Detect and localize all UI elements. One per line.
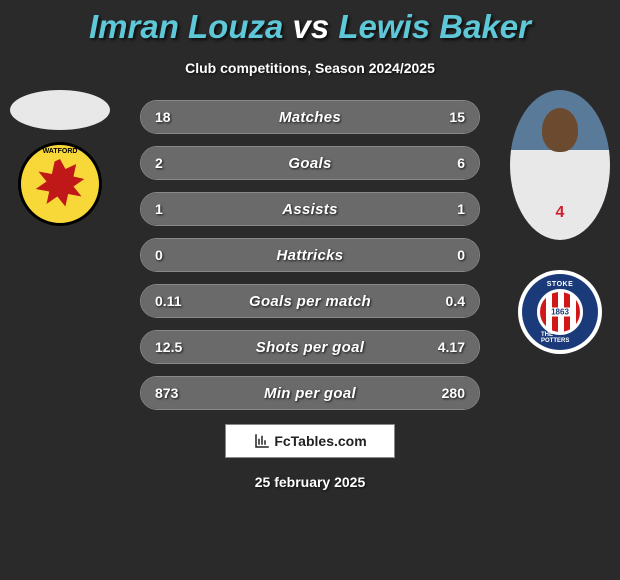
badge-right-top: STOKE	[547, 281, 574, 288]
fill-right	[395, 331, 480, 363]
badge-right-year: 1863	[549, 308, 571, 317]
club-badge-stoke: 1863 STOKE THE POTTERS	[518, 270, 602, 354]
stat-value-right: 280	[442, 385, 465, 401]
stat-row: 873 Min per goal 280	[140, 376, 480, 410]
stat-label: Min per goal	[264, 385, 356, 402]
footer-brand: FcTables.com	[225, 424, 395, 458]
stat-label: Matches	[279, 109, 341, 126]
player1-name: Imran Louza	[89, 8, 283, 45]
stat-value-left: 18	[155, 109, 171, 125]
stat-row: 12.5 Shots per goal 4.17	[140, 330, 480, 364]
stat-label: Shots per goal	[256, 339, 364, 356]
club-badge-watford: WATFORD	[18, 142, 102, 226]
stat-value-left: 12.5	[155, 339, 182, 355]
stat-value-left: 2	[155, 155, 163, 171]
chart-icon	[253, 432, 271, 450]
fill-right	[226, 147, 480, 179]
comparison-title: Imran Louza vs Lewis Baker	[0, 0, 620, 46]
stat-value-left: 873	[155, 385, 178, 401]
stat-value-right: 15	[449, 109, 465, 125]
footer-brand-text: FcTables.com	[274, 433, 366, 449]
badge-left-label: WATFORD	[43, 148, 78, 155]
stat-rows: 18 Matches 15 2 Goals 6 1 Assists 1 0 Hattricks 0 0.…	[140, 100, 480, 410]
stat-row: 0.11 Goals per match 0.4	[140, 284, 480, 318]
stat-label: Goals	[288, 155, 331, 172]
stat-value-right: 4.17	[438, 339, 465, 355]
player1-portrait	[10, 90, 110, 130]
stat-value-right: 0	[457, 247, 465, 263]
stat-value-left: 0	[155, 247, 163, 263]
stat-row: 2 Goals 6	[140, 146, 480, 180]
stat-value-right: 1	[457, 201, 465, 217]
subtitle: Club competitions, Season 2024/2025	[0, 60, 620, 76]
stat-row: 1 Assists 1	[140, 192, 480, 226]
stat-row: 0 Hattricks 0	[140, 238, 480, 272]
date-text: 25 february 2025	[0, 474, 620, 490]
fill-left	[141, 147, 226, 179]
stat-value-right: 0.4	[446, 293, 465, 309]
vs-text: vs	[283, 8, 338, 45]
player2-name: Lewis Baker	[338, 8, 531, 45]
badge-right-inner: 1863 STOKE THE POTTERS	[522, 274, 598, 350]
badge-right-bottom: THE POTTERS	[541, 332, 579, 344]
stat-value-right: 6	[457, 155, 465, 171]
stat-label: Hattricks	[277, 247, 344, 264]
stat-label: Assists	[282, 201, 337, 218]
stat-value-left: 1	[155, 201, 163, 217]
stat-value-left: 0.11	[155, 293, 181, 309]
content-area: WATFORD 1863 STOKE THE POTTERS 18 Matches…	[0, 100, 620, 410]
fill-right	[397, 377, 479, 409]
stat-row: 18 Matches 15	[140, 100, 480, 134]
stat-label: Goals per match	[249, 293, 371, 310]
player2-portrait	[510, 90, 610, 240]
